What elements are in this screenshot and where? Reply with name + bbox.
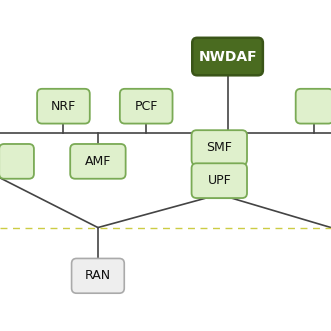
FancyBboxPatch shape [70,144,126,179]
FancyBboxPatch shape [120,89,172,123]
FancyBboxPatch shape [192,38,263,75]
FancyBboxPatch shape [192,163,247,198]
Text: PCF: PCF [134,100,158,113]
Text: NRF: NRF [51,100,76,113]
FancyBboxPatch shape [0,144,34,179]
FancyBboxPatch shape [71,259,124,293]
Text: SMF: SMF [206,141,232,154]
FancyBboxPatch shape [207,190,232,199]
Text: RAN: RAN [85,269,111,282]
FancyBboxPatch shape [192,130,247,165]
Text: AMF: AMF [85,155,111,168]
Text: NWDAF: NWDAF [198,50,257,64]
Text: UPF: UPF [208,174,231,187]
FancyBboxPatch shape [296,89,331,123]
FancyBboxPatch shape [37,89,90,123]
